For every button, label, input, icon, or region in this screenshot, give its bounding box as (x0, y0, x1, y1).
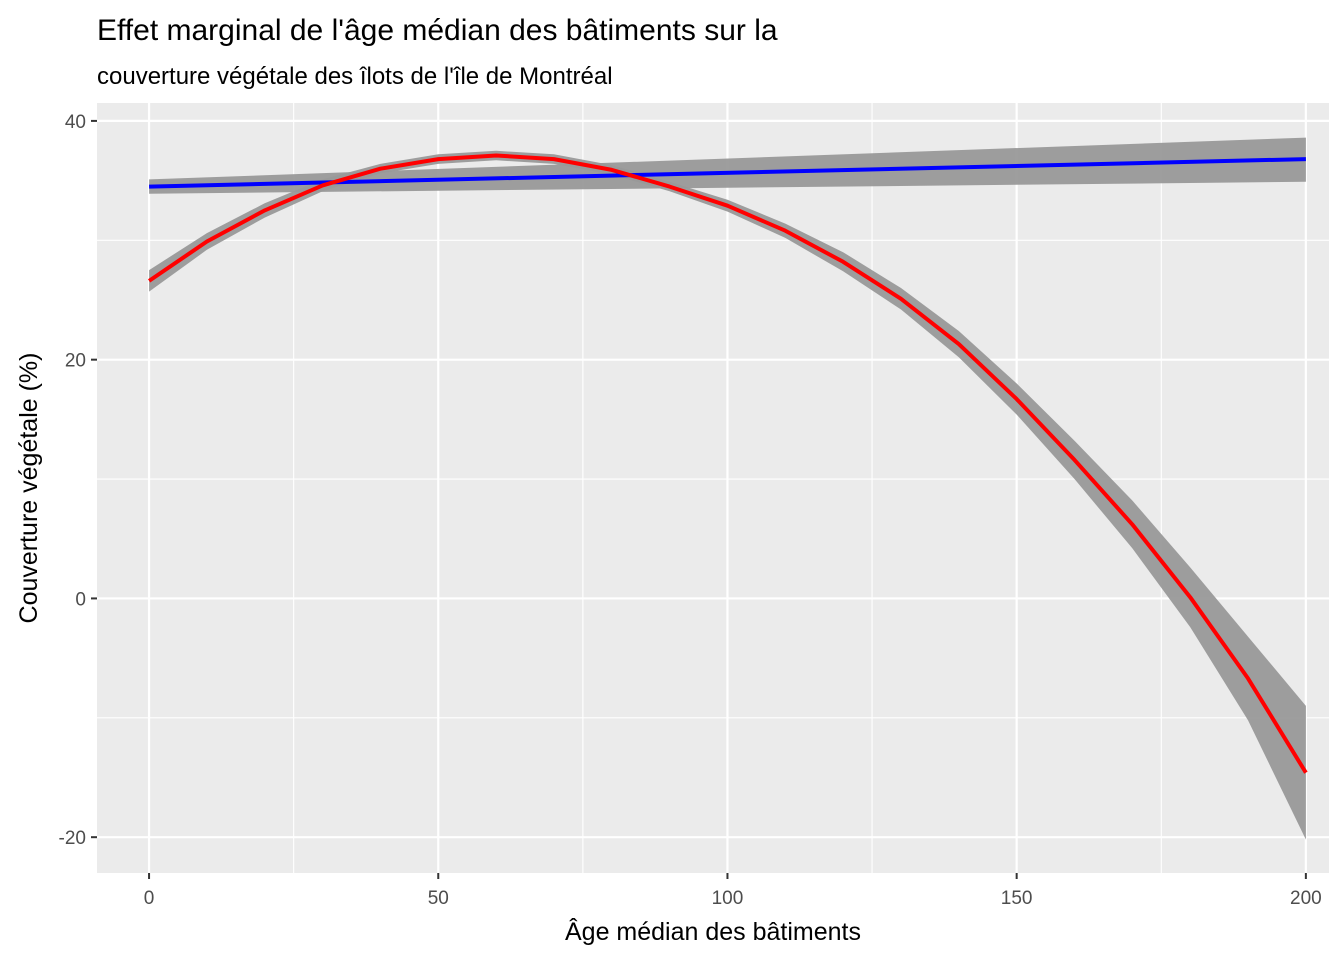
x-tick-label: 100 (712, 888, 744, 909)
series-lines (147, 153, 1308, 774)
x-axis-title: Âge médian des bâtiments (565, 917, 861, 946)
plot-panel (97, 103, 1329, 873)
y-axis-title: Couverture végétale (%) (15, 353, 43, 624)
y-tick-label: 20 (65, 351, 86, 372)
y-tick-label: 0 (75, 589, 86, 610)
axis-ticks: 0 50 100 150 200 -20 0 20 40 (59, 112, 1322, 909)
x-tick-label: 150 (1001, 888, 1033, 909)
series-line-2 (147, 153, 1308, 774)
x-tick-label: 50 (428, 888, 449, 909)
chart-subtitle: couverture végétale des îlots de l'île d… (97, 63, 613, 90)
x-tick-label: 0 (144, 888, 155, 909)
chart-title: Effet marginal de l'âge médian des bâtim… (97, 14, 778, 47)
series-line-1 (149, 157, 1306, 189)
y-tick-label: 40 (65, 112, 86, 133)
y-tick-label: -20 (59, 828, 86, 849)
x-tick-label: 200 (1290, 888, 1322, 909)
grid-lines (97, 103, 1329, 873)
